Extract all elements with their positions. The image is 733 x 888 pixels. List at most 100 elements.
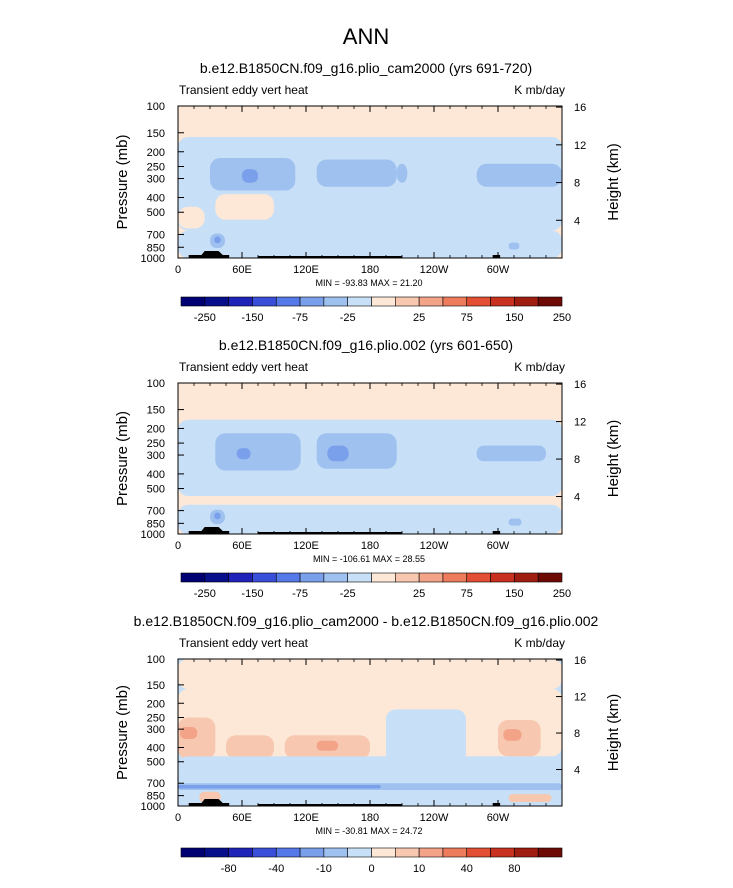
panel-1-contour-region-13 bbox=[508, 242, 520, 250]
panel-1-colorbar-box bbox=[371, 296, 396, 307]
panel-2-colorbar-label: -75 bbox=[292, 588, 308, 600]
panel-3-colorbar-label: 0 bbox=[368, 863, 374, 875]
panel-3-right-label: K mb/day bbox=[514, 636, 565, 650]
panel-1-left-label: Transient eddy vert heat bbox=[179, 83, 309, 97]
panel-2-colorbar-label: 150 bbox=[505, 588, 523, 600]
panel-2-colorbar-label: 250 bbox=[553, 588, 571, 600]
panel-3-colorbar-box bbox=[228, 847, 253, 858]
panel-2-colorbar-box bbox=[299, 572, 325, 583]
panel-2-colorbar-box bbox=[347, 572, 372, 583]
panel-1-x-tick-label: 180 bbox=[361, 264, 379, 276]
panel-2-height-tick-label: 16 bbox=[574, 379, 586, 391]
panel-2-stats: MIN = -106.61 MAX = 28.55 bbox=[313, 554, 425, 564]
panel-3-colorbar-box bbox=[180, 847, 206, 858]
panel-2-y-tick-label: 300 bbox=[147, 450, 165, 462]
panel-3-colorbar-label: 80 bbox=[508, 863, 520, 875]
panel-1-title: b.e12.B1850CN.f09_g16.plio_cam2000 (yrs … bbox=[200, 60, 532, 76]
panel-3-colorbar-box bbox=[466, 847, 491, 858]
panel-1-x-tick-label: 0 bbox=[175, 264, 181, 276]
panel-3-colorbar-box bbox=[514, 847, 539, 858]
panel-3-y-tick-label: 300 bbox=[147, 724, 165, 736]
panel-1-colorbar-box bbox=[228, 296, 253, 307]
panel-2-colorbar-box bbox=[371, 572, 396, 583]
panel-3-colorbar-box bbox=[299, 847, 325, 858]
panel-2-colorbar-label: -150 bbox=[241, 588, 263, 600]
panel-2-colorbar-box bbox=[442, 572, 468, 583]
panel-2-field bbox=[178, 383, 562, 534]
panel-3-colorbar-box bbox=[371, 847, 396, 858]
panel-2-x-tick-label: 60E bbox=[232, 540, 252, 552]
panel-3-y-tick-label: 150 bbox=[147, 680, 165, 692]
panel-3-contour-region-8 bbox=[316, 740, 338, 751]
panel-1-contour-region-6 bbox=[396, 163, 408, 183]
panel-3-colorbar-box bbox=[347, 847, 372, 858]
panel-3: b.e12.B1850CN.f09_g16.plio_cam2000 - b.e… bbox=[114, 613, 622, 875]
panel-3-x-tick-label: 180 bbox=[361, 812, 379, 824]
panel-2-height-tick-label: 12 bbox=[574, 417, 586, 429]
panel-3-colorbar-box bbox=[537, 847, 563, 858]
panel-2-x-tick-label: 180 bbox=[361, 540, 379, 552]
panel-3-colorbar-box bbox=[442, 847, 468, 858]
panel-1-y-tick-label: 100 bbox=[147, 101, 165, 113]
panel-2-colorbar-box bbox=[418, 572, 444, 583]
panel-1-colorbar-box bbox=[180, 296, 206, 307]
panel-3-contour-region-16 bbox=[508, 794, 552, 803]
panel-2-colorbar-label: -250 bbox=[194, 588, 216, 600]
panel-1-colorbar-label: 150 bbox=[505, 312, 523, 324]
panel-3-topography-andes bbox=[492, 803, 501, 806]
panel-3-field bbox=[178, 659, 562, 806]
panel-1-height-tick-label: 16 bbox=[574, 102, 586, 114]
panel-3-contour-region-5 bbox=[180, 726, 198, 739]
panel-2-y-axis-label: Pressure (mb) bbox=[114, 411, 131, 506]
panel-1-topography-asia bbox=[188, 251, 230, 258]
panel-2-y-tick-label: 250 bbox=[147, 438, 165, 450]
panel-2-colorbar-box bbox=[252, 572, 277, 583]
panel-3-topography-pacific bbox=[258, 804, 402, 806]
panel-3-y-axis-label: Pressure (mb) bbox=[114, 685, 131, 780]
panel-2-colorbar-label: -25 bbox=[340, 588, 356, 600]
panel-2-x-tick-label: 0 bbox=[175, 540, 181, 552]
panel-3-y-tick-label: 200 bbox=[147, 698, 165, 710]
panel-2-colorbar-box bbox=[323, 572, 348, 583]
panel-3-colorbar-box bbox=[395, 847, 420, 858]
panel-2-contour-region-1 bbox=[178, 383, 562, 420]
panel-1-colorbar-label: -250 bbox=[194, 312, 216, 324]
panel-3-height-tick-label: 4 bbox=[574, 765, 580, 777]
panel-2-y-tick-label: 500 bbox=[147, 484, 165, 496]
panel-1-colorbar-label: 75 bbox=[461, 312, 473, 324]
panel-1-field bbox=[178, 106, 562, 258]
panel-2-y-tick-label: 1000 bbox=[141, 529, 165, 541]
panel-3-right-axis-label: Height (km) bbox=[605, 694, 622, 772]
panel-1-y-tick-label: 400 bbox=[147, 193, 165, 205]
panel-1-x-tick-label: 120W bbox=[420, 264, 449, 276]
panel-3-x-tick-label: 60W bbox=[487, 812, 510, 824]
panel-1-contour-region-9 bbox=[476, 163, 562, 187]
panel-2-colorbar-box bbox=[180, 572, 206, 583]
panel-1-contour-region-1 bbox=[178, 106, 562, 138]
panel-2-x-tick-label: 120E bbox=[293, 540, 319, 552]
panel-1-stats: MIN = -93.83 MAX = 21.20 bbox=[315, 278, 422, 288]
panel-2-colorbar-box bbox=[537, 572, 563, 583]
panel-1-y-tick-label: 500 bbox=[147, 207, 165, 219]
panel-2-colorbar-label: 75 bbox=[461, 588, 473, 600]
panel-3-colorbar-box bbox=[323, 847, 348, 858]
panel-2-contour-region-12 bbox=[508, 518, 522, 526]
panel-2-y-tick-label: 850 bbox=[147, 518, 165, 530]
panel-1-height-tick-label: 8 bbox=[574, 178, 580, 190]
panel-2-contour-region-8 bbox=[178, 495, 562, 505]
panel-3-y-tick-label: 250 bbox=[147, 712, 165, 724]
panel-3-height-tick-label: 12 bbox=[574, 692, 586, 704]
panel-1-y-tick-label: 200 bbox=[147, 147, 165, 159]
panel-1-topography-andes bbox=[492, 255, 501, 258]
panel-3-contour-region-6 bbox=[226, 735, 274, 760]
panel-2-title: b.e12.B1850CN.f09_g16.plio.002 (yrs 601-… bbox=[219, 337, 513, 353]
panel-2-contour-region-7 bbox=[476, 445, 546, 462]
panel-3-contour-region-14 bbox=[178, 790, 562, 806]
panel-3-colorbar-label: -80 bbox=[221, 863, 237, 875]
panel-2-height-tick-label: 4 bbox=[574, 492, 580, 504]
panel-2-left-label: Transient eddy vert heat bbox=[179, 360, 309, 374]
panel-1-right-label: K mb/day bbox=[514, 83, 565, 97]
panel-3-contour-region-1 bbox=[178, 659, 562, 690]
panel-1-y-tick-label: 300 bbox=[147, 174, 165, 186]
panel-1-colorbar-box bbox=[275, 296, 301, 307]
